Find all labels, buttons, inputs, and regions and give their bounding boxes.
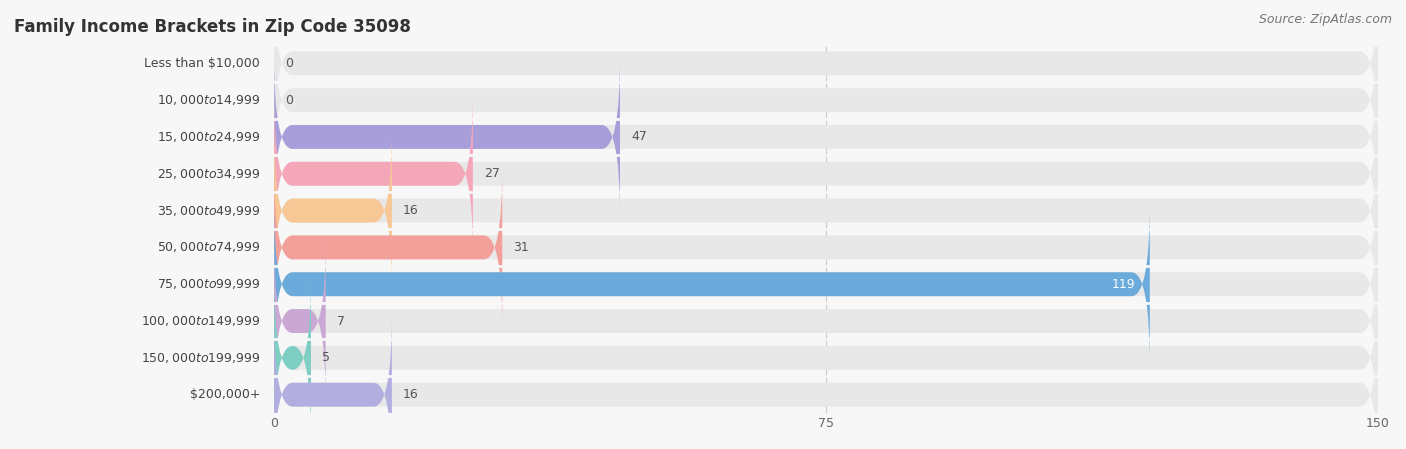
Text: $25,000 to $34,999: $25,000 to $34,999: [156, 167, 260, 181]
FancyBboxPatch shape: [274, 0, 1378, 143]
Text: Less than $10,000: Less than $10,000: [145, 57, 260, 70]
FancyBboxPatch shape: [274, 57, 620, 217]
FancyBboxPatch shape: [274, 167, 502, 327]
Text: 31: 31: [513, 241, 529, 254]
Text: Source: ZipAtlas.com: Source: ZipAtlas.com: [1258, 13, 1392, 26]
Text: $15,000 to $24,999: $15,000 to $24,999: [156, 130, 260, 144]
Text: 0: 0: [285, 94, 294, 106]
FancyBboxPatch shape: [274, 241, 326, 401]
Text: Family Income Brackets in Zip Code 35098: Family Income Brackets in Zip Code 35098: [14, 18, 411, 36]
FancyBboxPatch shape: [274, 167, 1378, 327]
FancyBboxPatch shape: [274, 94, 472, 254]
FancyBboxPatch shape: [274, 315, 392, 449]
Text: $75,000 to $99,999: $75,000 to $99,999: [156, 277, 260, 291]
FancyBboxPatch shape: [274, 204, 1378, 364]
Text: 27: 27: [484, 167, 499, 180]
FancyBboxPatch shape: [274, 131, 392, 291]
Text: 16: 16: [404, 204, 419, 217]
FancyBboxPatch shape: [274, 20, 1378, 180]
Text: $150,000 to $199,999: $150,000 to $199,999: [141, 351, 260, 365]
FancyBboxPatch shape: [274, 94, 1378, 254]
FancyBboxPatch shape: [274, 241, 1378, 401]
FancyBboxPatch shape: [274, 204, 1150, 364]
FancyBboxPatch shape: [274, 57, 1378, 217]
FancyBboxPatch shape: [274, 278, 1378, 438]
Text: $35,000 to $49,999: $35,000 to $49,999: [156, 203, 260, 218]
Text: $200,000+: $200,000+: [190, 388, 260, 401]
FancyBboxPatch shape: [274, 278, 311, 438]
Text: 16: 16: [404, 388, 419, 401]
Text: 119: 119: [1111, 278, 1135, 291]
Text: $100,000 to $149,999: $100,000 to $149,999: [141, 314, 260, 328]
Text: 0: 0: [285, 57, 294, 70]
FancyBboxPatch shape: [274, 131, 1378, 291]
Text: 7: 7: [336, 315, 344, 327]
Text: $50,000 to $74,999: $50,000 to $74,999: [156, 240, 260, 255]
FancyBboxPatch shape: [274, 315, 1378, 449]
Text: 47: 47: [631, 131, 647, 143]
Text: 5: 5: [322, 352, 330, 364]
Text: $10,000 to $14,999: $10,000 to $14,999: [156, 93, 260, 107]
